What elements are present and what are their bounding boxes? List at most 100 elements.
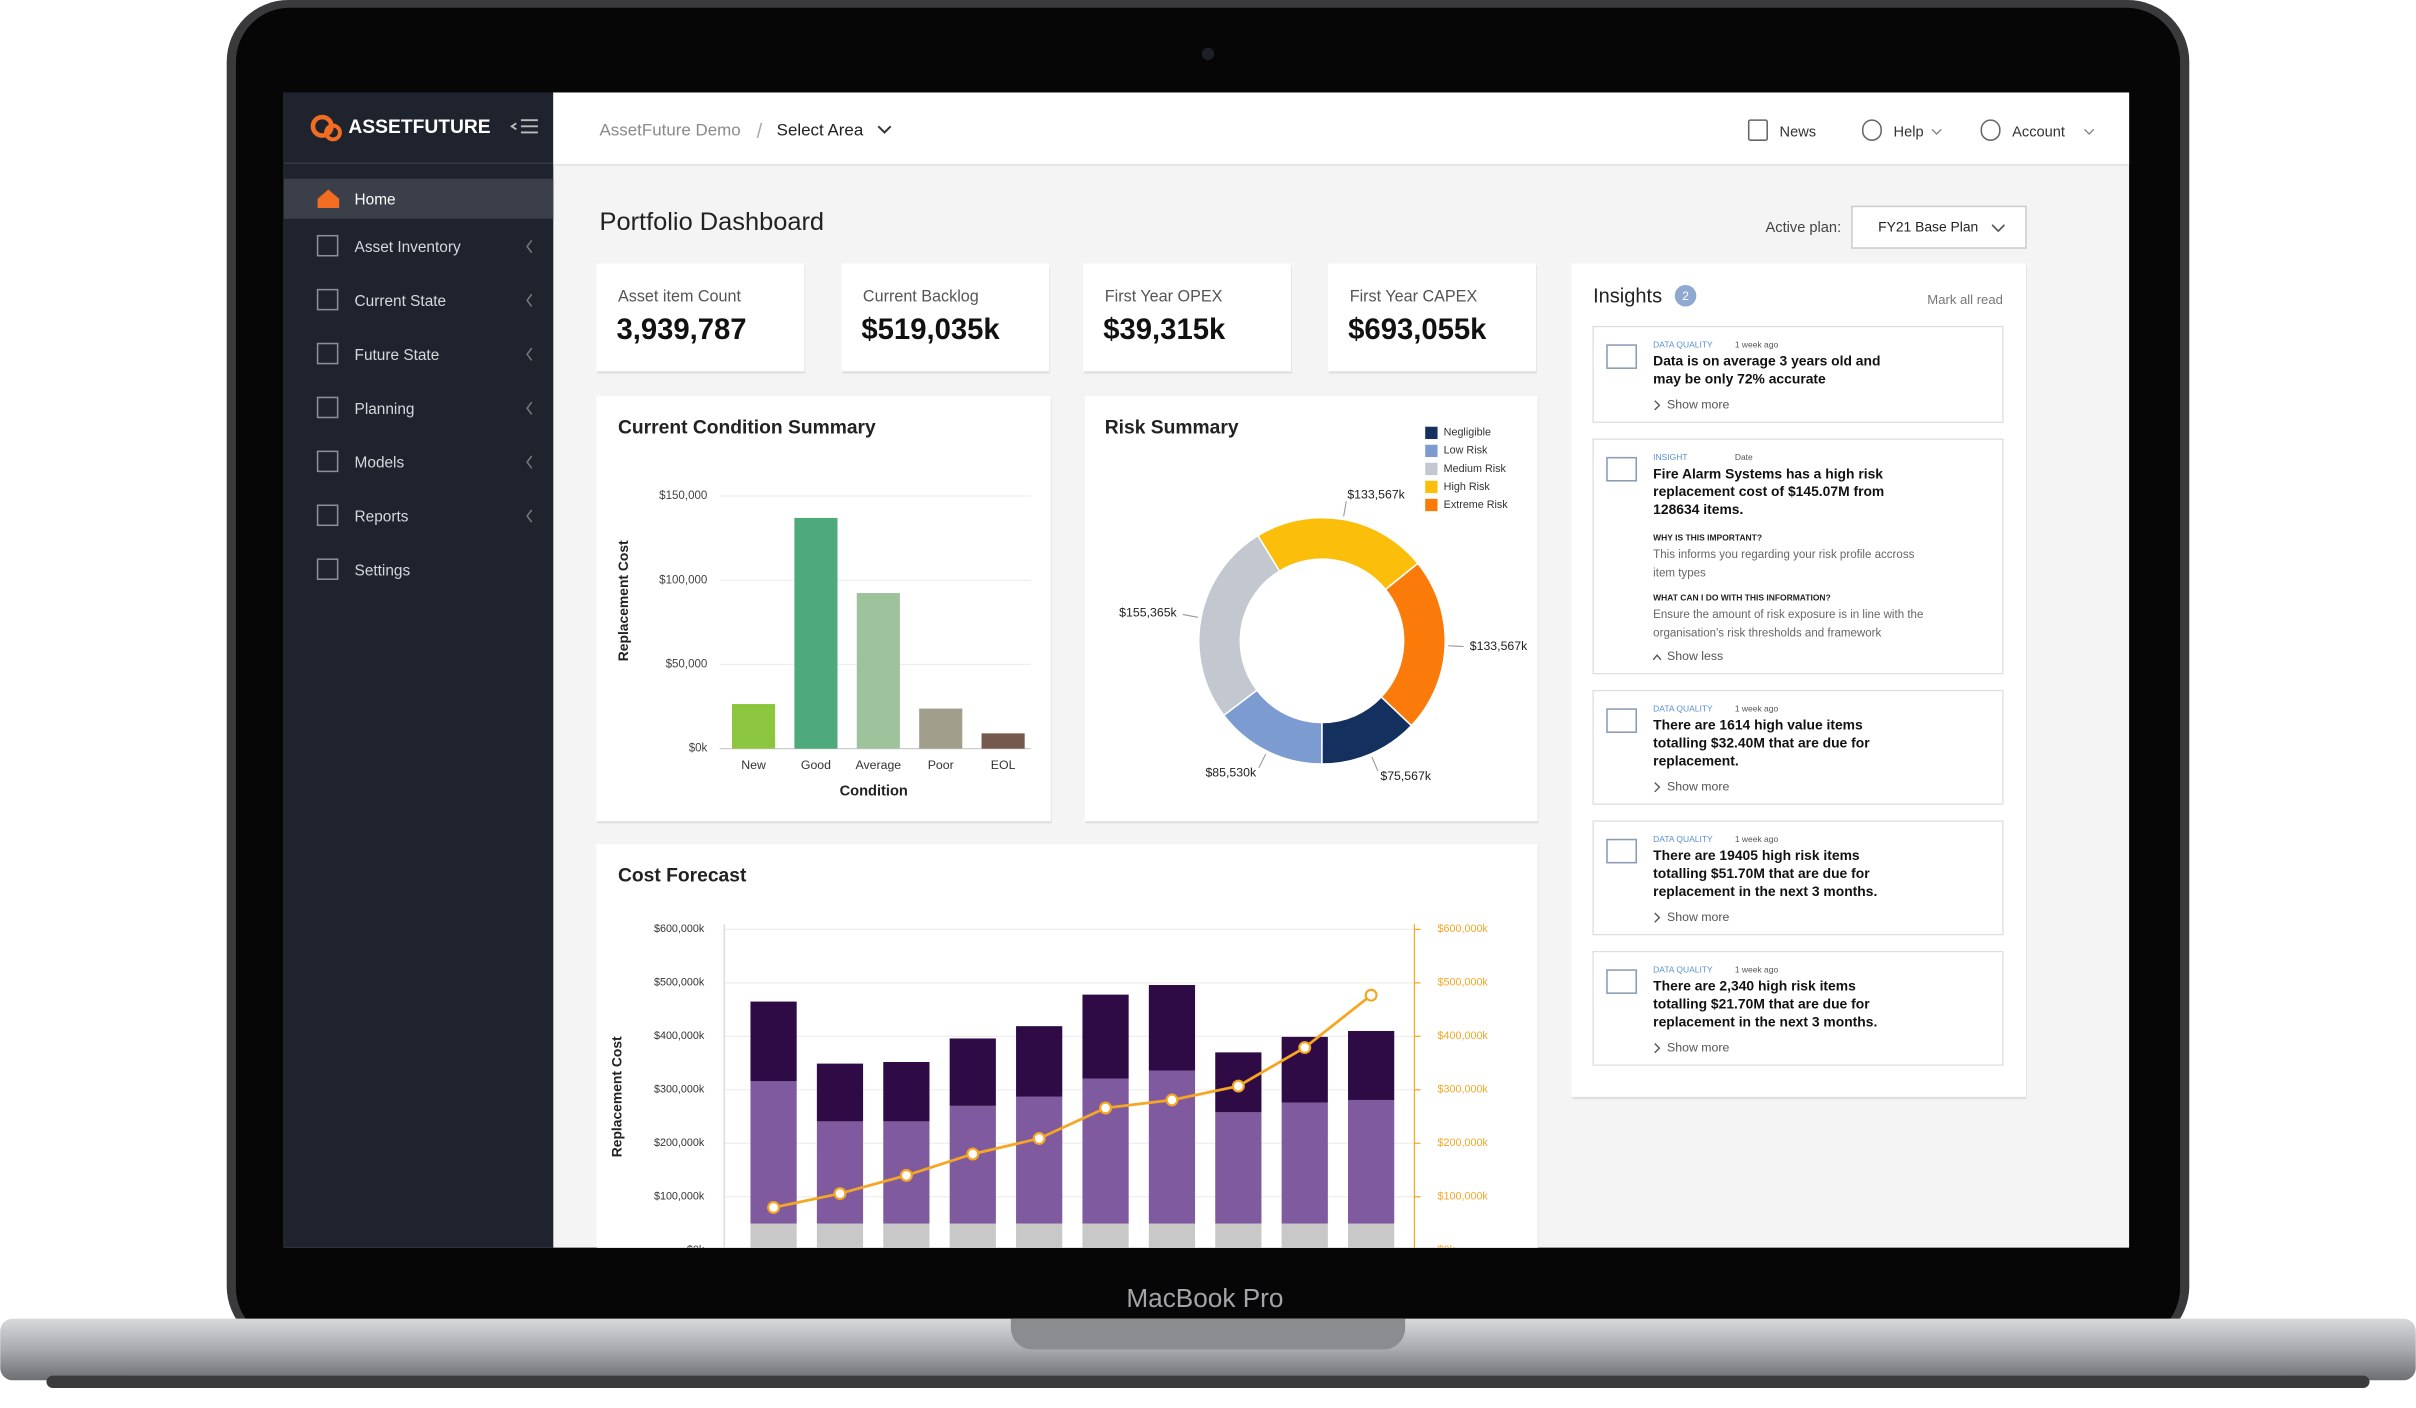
legend-label[interactable]: Medium Risk <box>1444 463 1507 475</box>
legend-label[interactable]: Extreme Risk <box>1444 499 1509 511</box>
y2-tick-label: $300,000k <box>1438 1084 1489 1096</box>
bar <box>794 517 838 749</box>
bar <box>856 593 900 749</box>
insight-card-bg <box>1592 820 2004 936</box>
collapse-icon[interactable] <box>510 119 538 134</box>
insight-card[interactable]: INSIGHT Date Fire Alarm Systems has a high… <box>1592 438 2004 675</box>
nav-item[interactable]: Reports <box>355 509 409 526</box>
nav-icon <box>316 342 339 365</box>
leader-line <box>1448 645 1464 647</box>
line-point <box>767 1201 781 1214</box>
bar-segment <box>816 1063 864 1122</box>
line-point <box>966 1147 980 1161</box>
bar-segment <box>1215 1223 1262 1248</box>
nav-chevron <box>526 347 533 361</box>
insight-toggle[interactable]: Show more <box>1667 398 1729 412</box>
header-link[interactable]: News <box>1780 124 1817 140</box>
insight-title: Fire Alarm Systems has a high risk <box>1653 465 1883 481</box>
insight-tag: INSIGHT <box>1653 452 1687 462</box>
nav-item[interactable]: Settings <box>355 563 411 580</box>
nav-icon <box>316 288 339 311</box>
insight-card[interactable]: DATA QUALITY 1 week ago Data is on average… <box>1592 325 2004 423</box>
insight-time: 1 week ago <box>1735 834 1779 844</box>
insight-icon <box>1606 969 1638 994</box>
section-text: This informs you regarding your risk pro… <box>1653 549 1914 561</box>
data-label: $133,567k <box>1347 487 1405 501</box>
y-tick-label: $500,000k <box>654 977 705 989</box>
legend-label[interactable]: High Risk <box>1444 481 1491 493</box>
bar-segment <box>949 1223 996 1248</box>
nav-chevron <box>526 293 533 308</box>
data-label: $75,567k <box>1380 769 1432 783</box>
insight-card[interactable]: DATA QUALITY 1 week ago There are 2,340 hi… <box>1592 950 2004 1066</box>
insight-title: replacement in the next 3 months. <box>1653 883 1877 899</box>
insight-icon <box>1606 708 1638 733</box>
bar-segment <box>949 1105 996 1224</box>
bar <box>731 704 776 749</box>
header-link[interactable]: Help <box>1894 124 1924 140</box>
card <box>841 263 1050 372</box>
area-select[interactable]: Select Area <box>777 120 864 139</box>
legend-label[interactable]: Low Risk <box>1444 445 1488 457</box>
home-icon <box>317 189 340 208</box>
legend-swatch <box>1425 462 1438 476</box>
y-tick-label: $600,000k <box>654 923 705 935</box>
y2-tick-label: $0k <box>1438 1244 1456 1256</box>
insight-toggle[interactable]: Show more <box>1667 910 1729 924</box>
mark-all-read[interactable]: Mark all read <box>1927 292 2003 307</box>
line-point <box>833 1187 847 1201</box>
nav-item[interactable]: Home <box>355 191 396 208</box>
nav-chevron <box>526 401 533 415</box>
insight-toggle[interactable]: Show more <box>1667 779 1729 793</box>
bar-segment <box>1215 1112 1262 1224</box>
nav-item[interactable]: Models <box>355 455 405 472</box>
bar-segment <box>1348 1099 1395 1224</box>
nav-icon <box>316 558 339 580</box>
insight-toggle[interactable]: Show less <box>1667 649 1723 663</box>
kpi-label: Current Backlog <box>863 288 979 306</box>
insight-tag: DATA QUALITY <box>1653 964 1713 974</box>
insight-card[interactable]: DATA QUALITY 1 week ago There are 1614 hig… <box>1592 689 2004 805</box>
kpi-value: $693,055k <box>1348 314 1487 346</box>
nav-chevron <box>526 455 533 469</box>
nav-item[interactable]: Asset Inventory <box>355 239 461 256</box>
header-link[interactable]: Account <box>2012 124 2065 140</box>
plan-label: Active plan: <box>1766 220 1842 236</box>
insight-title: Data is on average 3 years old and <box>1653 353 1880 369</box>
insight-title: totalling $51.70M that are due for <box>1653 865 1870 881</box>
insight-card-bg <box>1592 438 2004 675</box>
x-tick-label: EOL <box>991 758 1016 772</box>
bar-segment <box>1016 1026 1063 1097</box>
nav-item[interactable]: Planning <box>355 401 415 418</box>
nav-item[interactable]: Future State <box>355 347 440 364</box>
kpi-label: Asset item Count <box>618 288 742 306</box>
notch <box>1010 1318 1406 1350</box>
header-icon <box>1861 119 1882 141</box>
toggle-chevron <box>1654 400 1661 411</box>
plan-dropdown[interactable] <box>1851 205 2027 249</box>
insight-time: Date <box>1735 452 1753 462</box>
plan-value[interactable]: FY21 Base Plan <box>1878 219 1978 235</box>
nav-item[interactable]: Current State <box>355 293 447 310</box>
insight-icon <box>1606 838 1638 864</box>
section-text: Ensure the amount of risk exposure is in… <box>1653 609 1923 621</box>
badge-count: 2 <box>1682 289 1689 303</box>
screen: ASSETFUTURE AssetFuture Demo / Select Ar… <box>283 92 2130 1256</box>
chevron <box>1991 224 2006 233</box>
x-tick-label: New <box>741 758 766 772</box>
bar-segment <box>1281 1223 1328 1248</box>
breadcrumb[interactable]: AssetFuture Demo <box>600 120 741 139</box>
bar-segment <box>816 1223 864 1248</box>
insight-title: replacement. <box>1653 752 1739 768</box>
line-series <box>773 994 1372 1209</box>
insight-title: There are 19405 high risk items <box>1653 847 1860 863</box>
kpi-value: $519,035k <box>861 314 1000 346</box>
insight-title: may be only 72% accurate <box>1653 371 1826 387</box>
insight-card[interactable]: DATA QUALITY 1 week ago There are 19405 hi… <box>1592 820 2004 936</box>
insight-toggle[interactable]: Show more <box>1667 1040 1729 1054</box>
y2-tick-label: $400,000k <box>1438 1030 1489 1042</box>
legend-swatch <box>1425 498 1438 512</box>
legend-label[interactable]: Negligible <box>1444 427 1491 439</box>
nav-icon <box>316 396 339 419</box>
